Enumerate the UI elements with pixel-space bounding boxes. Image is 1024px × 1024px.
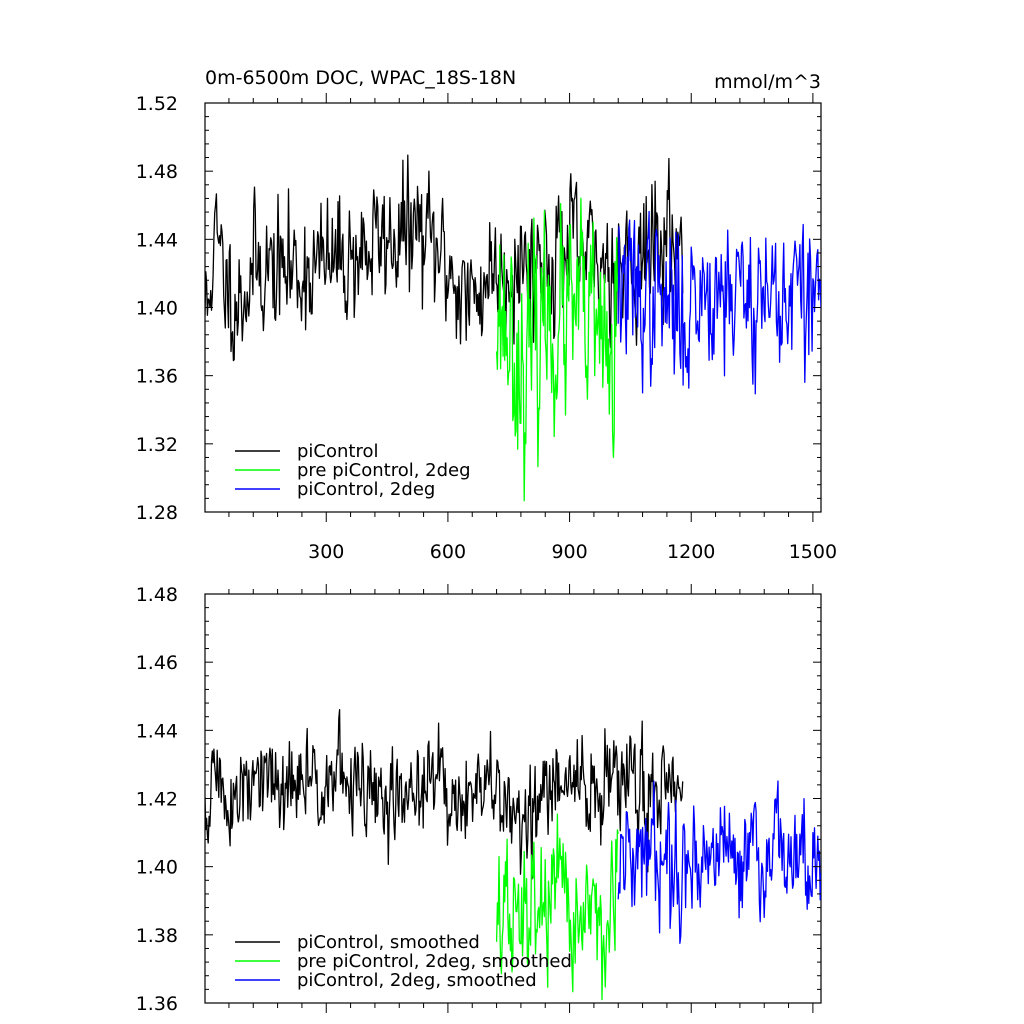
- y-tick-label: 1.52: [136, 93, 178, 115]
- top-panel-units: mmol/m^3: [714, 71, 821, 93]
- y-tick-label: 1.48: [136, 161, 178, 183]
- y-tick-label: 1.42: [136, 789, 178, 811]
- bottom-panel: 1.36 1.38 1.40 1.42 1.44 1.46 1.48 piControl, s…: [136, 584, 822, 1015]
- legend-label: piControl, 2deg, smoothed: [297, 970, 537, 991]
- legend-label: pre piControl, 2deg, smoothed: [297, 951, 572, 972]
- y-tick-label: 1.44: [136, 229, 178, 251]
- series-line-1: [495, 197, 619, 502]
- series-line-2: [617, 210, 821, 395]
- y-tick-label: 1.40: [136, 857, 178, 879]
- legend-label: pre piControl, 2deg: [297, 460, 471, 481]
- y-tick-label: 1.48: [136, 584, 178, 606]
- x-tick-label: 1200: [667, 541, 715, 563]
- y-tick-label: 1.28: [136, 502, 178, 524]
- series-line-0: [205, 154, 684, 362]
- y-tick-label: 1.36: [136, 993, 178, 1015]
- legend-label: piControl, 2deg: [297, 479, 435, 500]
- top-panel-title: 0m-6500m DOC, WPAC_18S-18N: [205, 67, 516, 89]
- x-tick-label: 300: [308, 541, 344, 563]
- legend-label: piControl: [297, 441, 379, 462]
- y-tick-label: 1.32: [136, 434, 178, 456]
- series-line-1: [495, 813, 619, 1001]
- series-line-0: [205, 709, 684, 880]
- x-tick-label: 600: [430, 541, 466, 563]
- y-tick-label: 1.46: [136, 652, 178, 674]
- x-tick-label: 1500: [789, 541, 837, 563]
- legend-label: piControl, smoothed: [297, 932, 480, 953]
- y-tick-label: 1.44: [136, 720, 178, 742]
- top-panel: 0m-6500m DOC, WPAC_18S-18N mmol/m^3 1.28…: [136, 67, 837, 563]
- series-line-2: [617, 780, 821, 944]
- y-tick-label: 1.38: [136, 925, 178, 947]
- x-tick-label: 900: [551, 541, 587, 563]
- y-tick-label: 1.40: [136, 298, 178, 320]
- y-tick-label: 1.36: [136, 366, 178, 388]
